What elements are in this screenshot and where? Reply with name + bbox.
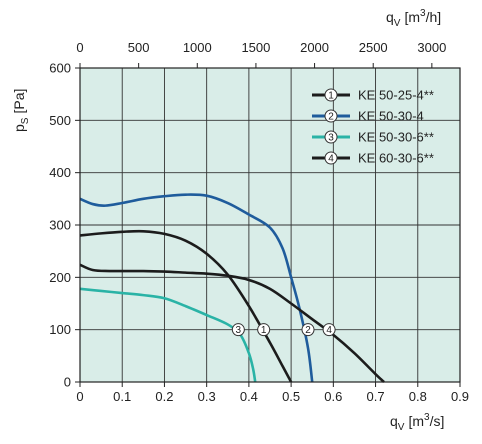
curve-markers: 1 2 3 4 [231,323,336,337]
y-tick-label: 400 [49,165,71,180]
curve-marker-label-1: 1 [261,325,267,336]
y-tick-label: 600 [49,61,71,76]
x-top-tick-label: 1500 [241,40,270,55]
y-tick-label: 500 [49,113,71,128]
series-layer [79,193,385,383]
axis-labels: qV [m3/h] qV [m3/s] pS[Pa] [11,8,444,433]
legend-marker-2 [324,109,338,123]
legend-marker-1 [324,88,338,102]
x-bottom-tick-label: 0.6 [324,389,342,404]
tick-labels: 0 0.1 0.2 0.3 0.4 0.5 0.6 0.7 0.8 0.90 500 1000 1500… [49,40,469,404]
curve-marker-4 [322,323,336,337]
y-tick-label: 300 [49,218,71,233]
legend-entry-1: KE 50-25-4** [358,88,434,103]
series-line-3 [79,287,257,383]
legend: 1 KE 50-25-4** 2 KE 50-30-4 3 KE 50-30-6** 4 KE… [312,88,434,166]
x-bottom-tick-label: 0.9 [451,389,469,404]
x-top-tick-label: 500 [128,40,150,55]
series-line-1 [79,229,293,383]
y-tick-label: 200 [49,270,71,285]
curve-marker-label-3: 3 [236,325,242,336]
curve-marker-2 [301,323,315,337]
curve-marker-1 [257,323,271,337]
y-tick-label: 0 [64,375,71,390]
legend-marker-label-1: 1 [328,91,334,102]
legend-entry-3: KE 50-30-6** [358,130,434,145]
x-top-axis-label: qV [m3/h] [386,8,441,29]
x-bottom-axis-label: qV [m3/s] [390,412,444,433]
x-top-tick-label: 1000 [183,40,212,55]
legend-marker-3 [324,130,338,144]
curve-marker-3 [231,323,245,337]
x-bottom-tick-label: 0.4 [240,389,258,404]
legend-marker-label-4: 4 [328,154,334,165]
y-axis-label: pS[Pa] [11,89,31,132]
legend-marker-label-3: 3 [328,133,334,144]
x-bottom-tick-label: 0.8 [409,389,427,404]
x-bottom-tick-label: 0.3 [198,389,216,404]
x-bottom-tick-label: 0.7 [367,389,385,404]
curve-marker-label-4: 4 [326,325,332,336]
x-bottom-tick-label: 0.2 [155,389,173,404]
x-top-tick-label: 2000 [300,40,329,55]
series-line-2 [79,193,314,383]
x-top-tick-label: 3000 [417,40,446,55]
legend-marker-label-2: 2 [328,112,334,123]
legend-marker-4 [324,151,338,165]
legend-entry-2: KE 50-30-4 [358,109,424,124]
x-top-tick-label: 0 [76,40,83,55]
x-bottom-tick-label: 0.5 [282,389,300,404]
y-tick-label: 100 [49,322,71,337]
legend-entry-4: KE 60-30-6** [358,151,434,166]
x-bottom-tick-label: 0.1 [113,389,131,404]
x-top-tick-label: 2500 [359,40,388,55]
curve-marker-label-2: 2 [305,325,311,336]
x-bottom-tick-label: 0 [76,389,83,404]
series-line-4 [79,263,385,383]
